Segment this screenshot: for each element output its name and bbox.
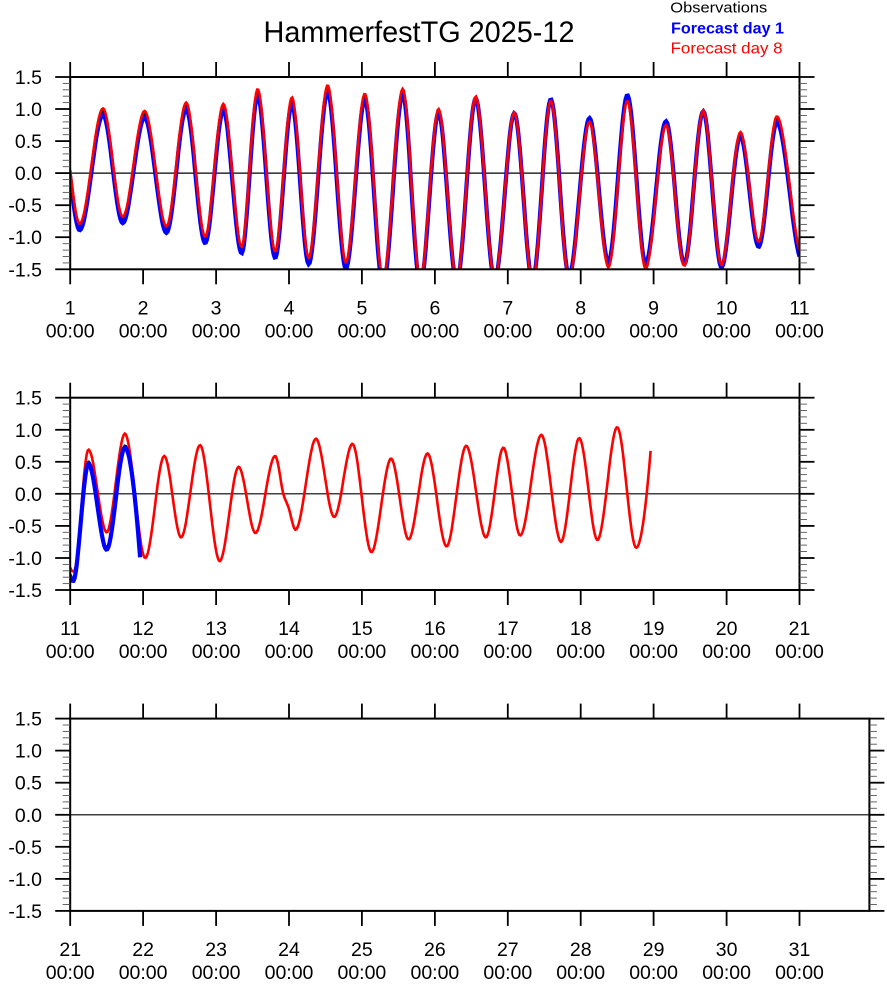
svg-text:30: 30 — [716, 939, 738, 961]
svg-text:0.5: 0.5 — [15, 452, 42, 474]
svg-text:-0.5: -0.5 — [8, 837, 42, 859]
svg-text:9: 9 — [648, 297, 659, 319]
svg-text:00:00: 00:00 — [629, 320, 678, 342]
svg-text:12: 12 — [132, 618, 154, 640]
svg-text:00:00: 00:00 — [192, 962, 241, 984]
svg-text:00:00: 00:00 — [556, 962, 605, 984]
svg-text:23: 23 — [205, 939, 227, 961]
svg-text:-1.5: -1.5 — [8, 580, 42, 602]
svg-text:00:00: 00:00 — [629, 641, 678, 663]
svg-text:-1.0: -1.0 — [8, 869, 42, 891]
svg-text:00:00: 00:00 — [410, 320, 459, 342]
svg-text:1.5: 1.5 — [15, 388, 42, 410]
svg-text:1.0: 1.0 — [15, 741, 42, 763]
svg-text:00:00: 00:00 — [702, 641, 751, 663]
svg-text:HammerfestTG 2025-12: HammerfestTG 2025-12 — [264, 16, 575, 49]
svg-text:-0.5: -0.5 — [8, 195, 42, 217]
svg-text:22: 22 — [132, 939, 154, 961]
svg-text:00:00: 00:00 — [410, 962, 459, 984]
svg-text:25: 25 — [351, 939, 373, 961]
svg-text:15: 15 — [351, 618, 373, 640]
svg-text:21: 21 — [789, 618, 811, 640]
svg-text:00:00: 00:00 — [192, 320, 241, 342]
svg-text:00:00: 00:00 — [702, 320, 751, 342]
svg-text:29: 29 — [643, 939, 665, 961]
svg-text:00:00: 00:00 — [119, 641, 168, 663]
svg-text:-1.5: -1.5 — [8, 901, 42, 923]
svg-text:0.0: 0.0 — [15, 484, 42, 506]
svg-text:31: 31 — [789, 939, 811, 961]
svg-text:00:00: 00:00 — [192, 641, 241, 663]
svg-text:00:00: 00:00 — [775, 641, 824, 663]
svg-text:00:00: 00:00 — [46, 320, 95, 342]
svg-text:5: 5 — [356, 297, 367, 319]
svg-text:-1.0: -1.0 — [8, 548, 42, 570]
svg-text:00:00: 00:00 — [265, 320, 314, 342]
svg-text:1.5: 1.5 — [15, 67, 42, 89]
svg-text:-0.5: -0.5 — [8, 516, 42, 538]
svg-text:17: 17 — [497, 618, 519, 640]
svg-text:6: 6 — [429, 297, 440, 319]
svg-text:00:00: 00:00 — [483, 641, 532, 663]
svg-text:00:00: 00:00 — [629, 962, 678, 984]
svg-text:11: 11 — [789, 297, 809, 319]
svg-text:10: 10 — [716, 297, 738, 319]
svg-text:0.5: 0.5 — [15, 131, 42, 153]
svg-text:00:00: 00:00 — [265, 641, 314, 663]
svg-text:24: 24 — [278, 939, 300, 961]
svg-text:00:00: 00:00 — [775, 320, 824, 342]
svg-text:0.0: 0.0 — [15, 805, 42, 827]
svg-text:00:00: 00:00 — [337, 320, 386, 342]
svg-text:26: 26 — [424, 939, 446, 961]
svg-text:00:00: 00:00 — [483, 320, 532, 342]
svg-text:27: 27 — [497, 939, 519, 961]
svg-text:16: 16 — [424, 618, 446, 640]
svg-text:00:00: 00:00 — [410, 641, 459, 663]
svg-text:3: 3 — [211, 297, 222, 319]
svg-text:00:00: 00:00 — [265, 962, 314, 984]
svg-text:28: 28 — [570, 939, 592, 961]
svg-text:1.5: 1.5 — [15, 709, 42, 731]
svg-text:-1.5: -1.5 — [8, 259, 42, 281]
svg-text:Forecast day 1: Forecast day 1 — [671, 20, 784, 37]
svg-text:00:00: 00:00 — [119, 962, 168, 984]
svg-text:00:00: 00:00 — [702, 962, 751, 984]
svg-text:00:00: 00:00 — [337, 962, 386, 984]
svg-text:00:00: 00:00 — [119, 320, 168, 342]
svg-text:8: 8 — [575, 297, 586, 319]
svg-text:13: 13 — [205, 618, 227, 640]
svg-text:7: 7 — [502, 297, 513, 319]
svg-text:00:00: 00:00 — [556, 641, 605, 663]
svg-text:11: 11 — [60, 618, 80, 640]
svg-text:0.5: 0.5 — [15, 773, 42, 795]
svg-text:00:00: 00:00 — [556, 320, 605, 342]
svg-text:21: 21 — [59, 939, 81, 961]
svg-text:00:00: 00:00 — [483, 962, 532, 984]
svg-text:Observations: Observations — [670, 1, 767, 17]
svg-text:-1.0: -1.0 — [8, 227, 42, 249]
svg-text:2: 2 — [138, 297, 149, 319]
svg-text:00:00: 00:00 — [337, 641, 386, 663]
svg-text:14: 14 — [278, 618, 300, 640]
svg-text:20: 20 — [716, 618, 738, 640]
svg-text:1: 1 — [65, 297, 76, 319]
svg-text:00:00: 00:00 — [46, 641, 95, 663]
svg-text:18: 18 — [570, 618, 592, 640]
svg-text:00:00: 00:00 — [46, 962, 95, 984]
svg-text:00:00: 00:00 — [775, 962, 824, 984]
svg-text:1.0: 1.0 — [15, 420, 42, 442]
svg-text:Forecast day 8: Forecast day 8 — [671, 40, 783, 57]
svg-text:4: 4 — [284, 297, 295, 319]
svg-text:0.0: 0.0 — [15, 163, 42, 185]
svg-text:1.0: 1.0 — [15, 99, 42, 121]
svg-text:19: 19 — [643, 618, 665, 640]
